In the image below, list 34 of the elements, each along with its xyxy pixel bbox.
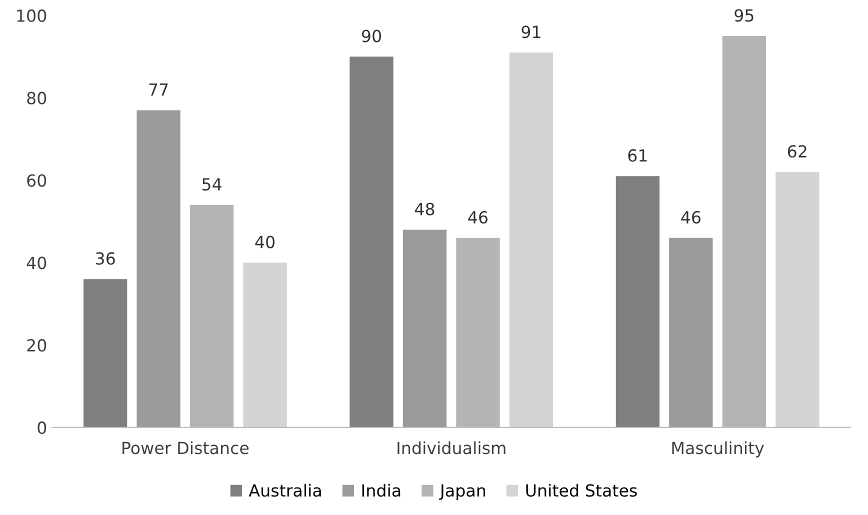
data-label: 54	[202, 178, 222, 191]
data-label: 61	[628, 149, 647, 162]
bar	[243, 262, 287, 428]
bar	[136, 110, 180, 428]
legend-label: India	[362, 484, 400, 497]
data-label: 95	[734, 9, 754, 22]
x-tick-label: Individualism	[398, 441, 506, 454]
data-label: 46	[681, 210, 700, 224]
bar	[402, 230, 447, 428]
y-tick-label: 40	[26, 256, 46, 270]
x-tick-label: Power Distance	[122, 441, 249, 454]
data-label: 48	[414, 202, 434, 216]
y-tick-label: 0	[38, 421, 46, 434]
y-tick-label: 20	[27, 339, 46, 352]
legend-label: Japan	[439, 484, 486, 500]
data-label: 91	[522, 26, 540, 38]
y-tick-label: 100	[17, 9, 46, 22]
x-tick-label: Masculinity	[672, 441, 764, 458]
bar	[776, 172, 820, 428]
y-tick-label: 60	[27, 174, 46, 187]
legend-label: Australia	[248, 484, 321, 497]
legend-label: United States	[526, 484, 637, 497]
data-label: 77	[149, 83, 168, 96]
bar	[83, 279, 128, 428]
data-label: 46	[468, 210, 488, 224]
bar	[616, 176, 660, 428]
bar	[350, 56, 394, 428]
data-label: 90	[362, 30, 381, 42]
data-label: 36	[96, 252, 115, 265]
data-label: 62	[788, 145, 806, 158]
data-label: 40	[255, 236, 275, 248]
bar	[669, 238, 713, 428]
bar	[509, 52, 554, 428]
y-tick-label: 80	[27, 92, 46, 104]
